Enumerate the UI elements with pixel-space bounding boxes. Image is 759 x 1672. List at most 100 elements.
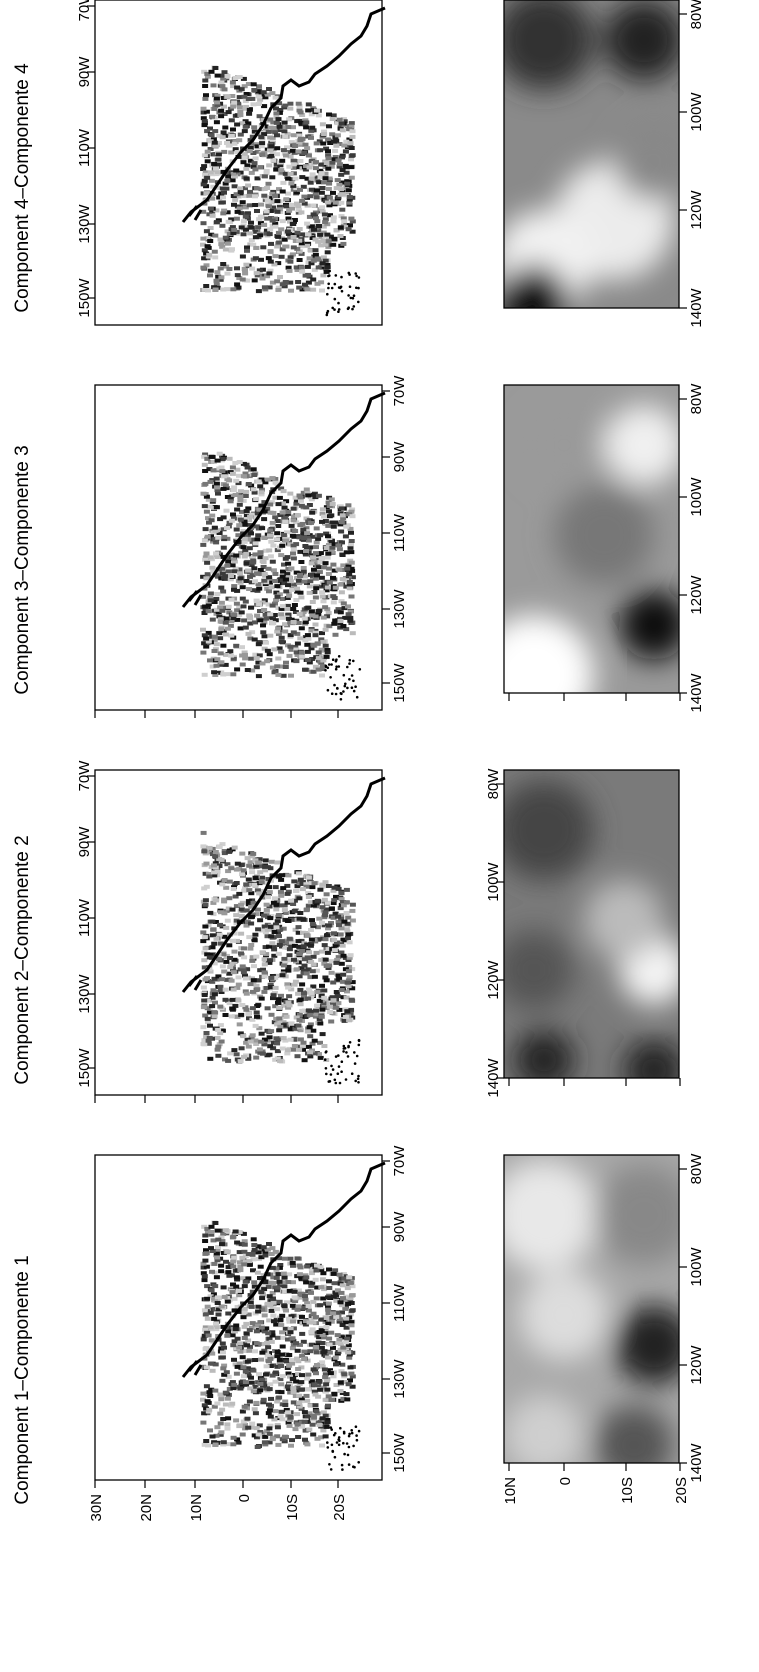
grid-cell: [235, 982, 242, 987]
grid-cell: [246, 193, 253, 198]
field-blob: [524, 405, 604, 485]
island-dot: [349, 296, 353, 300]
grid-cell: [338, 599, 345, 604]
grid-cell: [309, 922, 316, 927]
grid-cell: [288, 1021, 295, 1026]
grid-cell: [251, 1247, 258, 1252]
grid-cell: [312, 248, 319, 253]
grid-cell: [227, 965, 234, 970]
grid-cell: [309, 1313, 316, 1318]
grid-cell: [247, 946, 254, 951]
grid-cell: [312, 495, 319, 500]
grid-cell: [305, 996, 312, 1001]
grid-cell: [206, 504, 213, 509]
grid-cell: [314, 188, 320, 193]
grid-cell: [294, 201, 300, 206]
island-dot: [357, 1039, 361, 1043]
grid-cell: [236, 613, 243, 617]
map-grid-cells: [200, 1220, 361, 1471]
grid-cell: [257, 484, 264, 489]
grid-cell: [264, 1429, 271, 1434]
grid-cell: [274, 1022, 281, 1027]
grid-cell: [327, 1368, 333, 1373]
grid-cell: [211, 140, 218, 145]
grid-cell: [308, 561, 315, 566]
grid-cell: [272, 1409, 279, 1414]
grid-cell: [268, 216, 275, 220]
grid-cell: [234, 467, 241, 472]
grid-cell: [313, 160, 319, 165]
grid-cell: [202, 607, 209, 612]
grid-cell: [242, 652, 248, 657]
grid-cell: [238, 1384, 245, 1389]
grid-cell: [315, 239, 322, 244]
grid-cell: [267, 117, 274, 122]
grid-cell: [315, 1383, 322, 1388]
grid-cell: [220, 1417, 227, 1421]
grid-cell: [255, 533, 262, 538]
grid-cell: [242, 1380, 249, 1385]
grid-cell: [330, 915, 337, 920]
grid-cell: [315, 1420, 322, 1425]
grid-cell: [268, 241, 274, 246]
grid-cell: [319, 209, 326, 214]
grid-cell: [249, 1421, 256, 1426]
grid-cell: [231, 845, 238, 850]
grid-cell: [295, 1435, 302, 1439]
grid-cell: [294, 586, 300, 591]
grid-cell: [220, 195, 226, 200]
grid-cell: [328, 538, 335, 543]
grid-cell: [307, 1034, 314, 1039]
grid-cell: [201, 1411, 208, 1416]
grid-cell: [320, 273, 327, 278]
grid-cell: [213, 208, 220, 213]
grid-cell: [202, 1312, 209, 1317]
grid-cell: [258, 572, 265, 577]
grid-cell: [319, 519, 325, 524]
grid-cell: [317, 148, 324, 153]
grid-cell: [278, 649, 285, 654]
grid-cell: [348, 216, 355, 221]
grid-cell: [214, 1047, 221, 1052]
grid-cell: [244, 245, 250, 250]
grid-cell: [260, 1397, 267, 1402]
grid-cell: [315, 113, 322, 118]
grid-cell: [277, 513, 284, 517]
grid-cell: [217, 1023, 224, 1028]
grid-cell: [296, 258, 303, 262]
grid-cell: [249, 958, 256, 963]
grid-cell: [333, 1293, 340, 1298]
grid-cell: [231, 931, 238, 936]
grid-cell: [287, 259, 294, 264]
grid-cell: [211, 600, 218, 604]
grid-cell: [240, 160, 247, 165]
grid-cell: [255, 1309, 262, 1314]
grid-cell: [337, 610, 344, 615]
grid-cell: [345, 915, 352, 920]
grid-cell: [318, 637, 325, 642]
grid-cell: [226, 896, 233, 901]
grid-cell: [330, 219, 337, 224]
grid-cell: [237, 1268, 244, 1273]
grid-cell: [325, 156, 332, 161]
grid-cell: [242, 1279, 249, 1284]
grid-cell: [219, 977, 226, 982]
grid-cell: [209, 539, 216, 544]
grid-cell: [210, 184, 217, 189]
grid-cell: [224, 526, 230, 530]
grid-cell: [243, 1331, 250, 1336]
grid-cell: [305, 657, 311, 662]
grid-cell: [324, 614, 331, 619]
grid-cell: [241, 151, 248, 156]
grid-cell: [318, 949, 325, 954]
grid-cell: [204, 175, 211, 180]
grid-cell: [218, 1269, 225, 1274]
grid-cell: [252, 652, 259, 657]
grid-cell: [320, 1385, 327, 1390]
grid-cell: [275, 230, 282, 235]
grid-cell: [250, 1250, 257, 1255]
grid-cell: [241, 618, 248, 623]
grid-cell: [255, 225, 262, 230]
grid-cell: [259, 487, 265, 492]
grid-cell: [202, 924, 209, 929]
